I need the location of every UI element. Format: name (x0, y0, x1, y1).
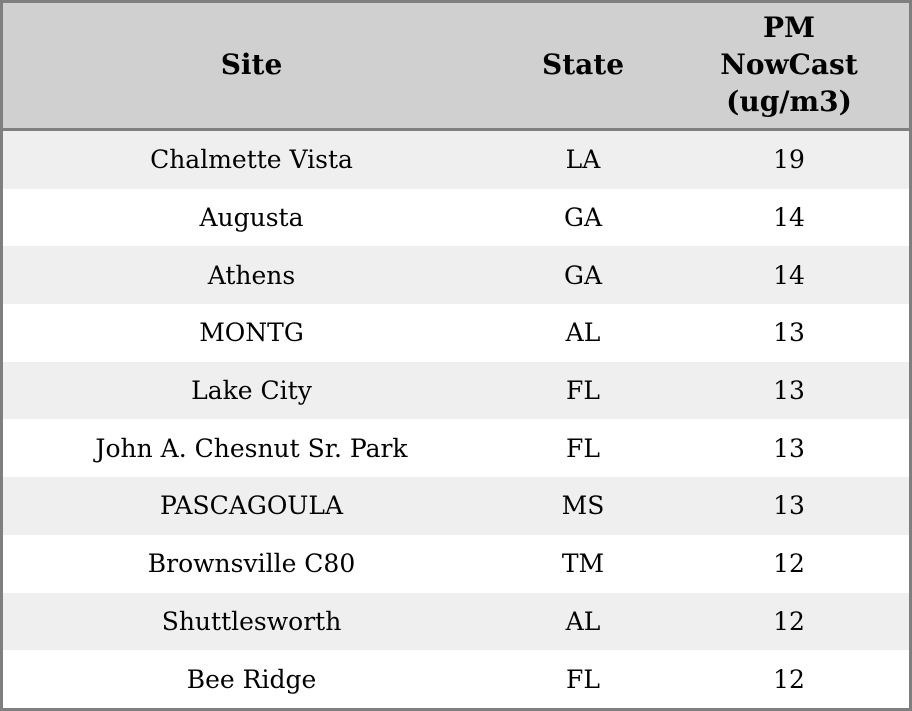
header-row: Site State PM NowCast (ug/m3) (3, 3, 909, 131)
cell-site: Athens (207, 260, 296, 290)
cell-state: FL (566, 433, 600, 463)
cell-site: Bee Ridge (186, 664, 317, 694)
pm-nowcast-table: Site State PM NowCast (ug/m3) Chalmette … (3, 3, 909, 708)
cell-site: Brownsville C80 (147, 549, 356, 579)
table-row: Chalmette Vista LA 19 (3, 129, 909, 189)
cell-site: John A. Chesnut Sr. Park (95, 433, 408, 463)
cell-pm: 13 (773, 318, 805, 348)
table-row: PASCAGOULA MS 13 (3, 477, 909, 535)
cell-state: TM (561, 549, 605, 579)
column-header-site: Site (3, 3, 500, 131)
cell-pm: 13 (773, 376, 805, 406)
cell-site: Augusta (199, 203, 304, 233)
table-row: Bee Ridge FL 12 (3, 650, 909, 708)
cell-site: Shuttlesworth (161, 606, 342, 636)
cell-site: Chalmette Vista (150, 145, 353, 175)
column-header-pm-nowcast-label: PM NowCast (ug/m3) (720, 11, 858, 118)
cell-site: Lake City (191, 376, 312, 406)
table-row: John A. Chesnut Sr. Park FL 13 (3, 419, 909, 478)
cell-state: LA (565, 145, 601, 175)
cell-state: AL (565, 606, 601, 636)
cell-state: MS (561, 491, 605, 521)
cell-pm: 14 (773, 203, 805, 233)
cell-pm: 13 (773, 433, 805, 463)
cell-pm: 13 (773, 491, 805, 521)
cell-state: AL (565, 318, 601, 348)
table-row: MONTG AL 13 (3, 304, 909, 362)
cell-state: GA (563, 203, 603, 233)
cell-state: GA (563, 260, 603, 290)
cell-pm: 12 (773, 664, 805, 694)
table-row: Lake City FL 13 (3, 361, 909, 420)
cell-site: PASCAGOULA (159, 491, 344, 521)
table-row: Augusta GA 14 (3, 188, 909, 247)
column-header-state: State (500, 3, 666, 131)
table-row: Brownsville C80 TM 12 (3, 534, 909, 593)
column-header-pm-nowcast: PM NowCast (ug/m3) (666, 3, 909, 131)
table-row: Athens GA 14 (3, 246, 909, 305)
table-body: Chalmette Vista LA 19 Augusta GA 14 Athens GA 14… (3, 129, 909, 708)
table-header: Site State PM NowCast (ug/m3) (3, 3, 909, 131)
table-row: Shuttlesworth AL 12 (3, 592, 909, 651)
cell-pm: 12 (773, 549, 805, 579)
cell-state: FL (566, 664, 600, 694)
cell-pm: 19 (773, 145, 805, 175)
cell-site: MONTG (199, 318, 304, 348)
cell-pm: 12 (773, 606, 805, 636)
cell-state: FL (566, 376, 600, 406)
cell-pm: 14 (773, 260, 805, 290)
